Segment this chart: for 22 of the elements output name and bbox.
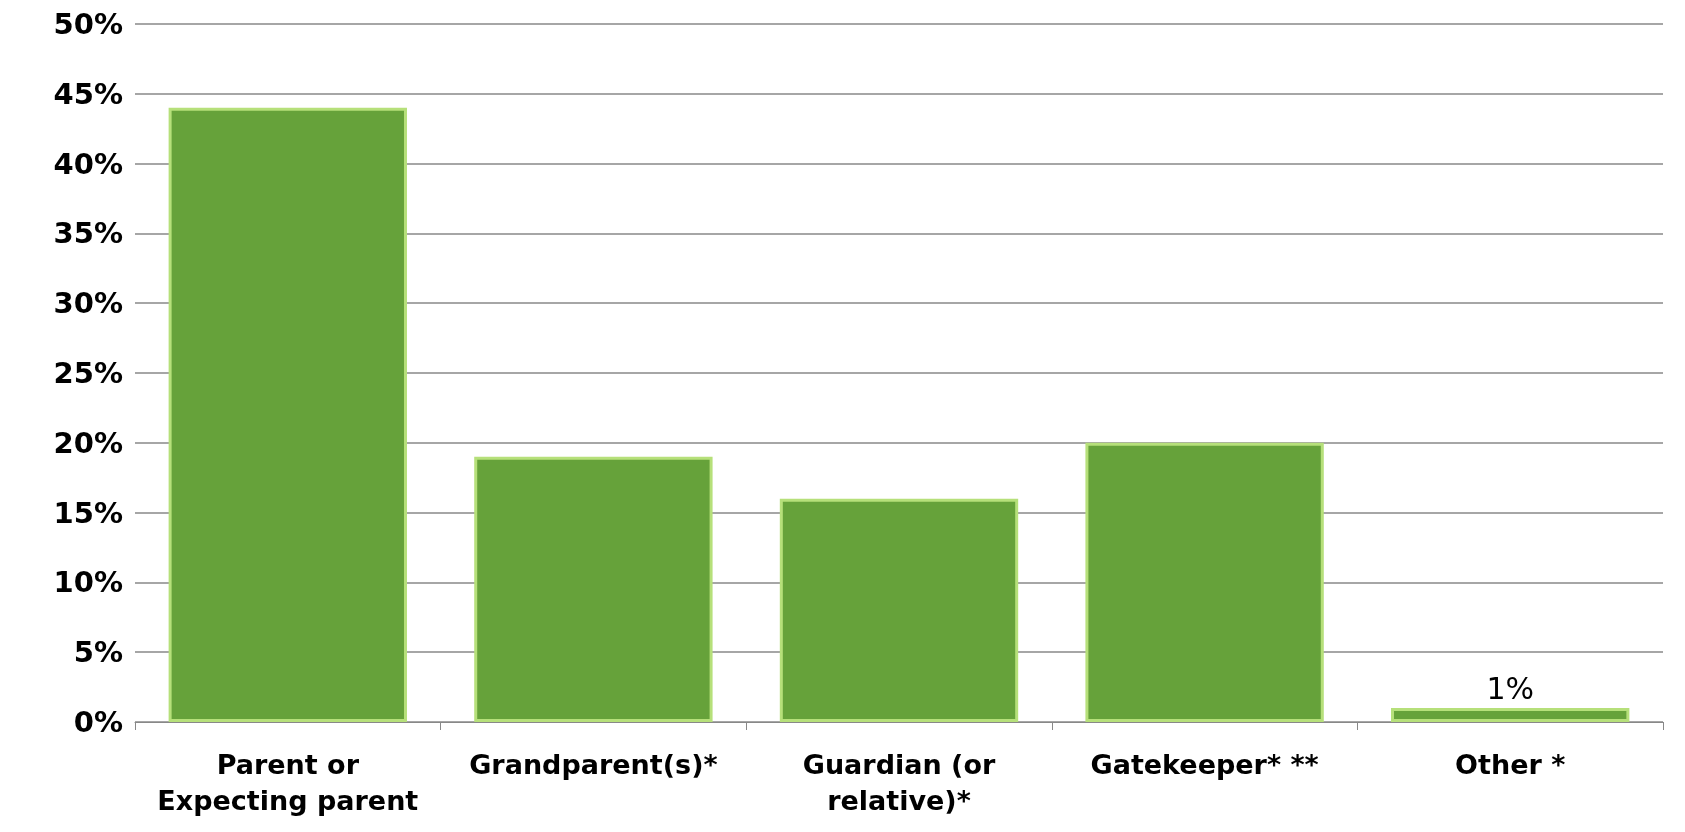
y-tick-label: 30% xyxy=(53,286,123,321)
data-label: 1% xyxy=(1486,670,1534,706)
y-tick-label: 20% xyxy=(53,425,123,460)
y-tick-label: 40% xyxy=(53,146,123,181)
y-tick-label: 10% xyxy=(53,565,123,600)
x-tick-label: Guardian (or relative)* xyxy=(802,748,996,816)
y-tick-label: 5% xyxy=(73,635,123,670)
bar xyxy=(474,456,713,722)
x-tick-label: Other * xyxy=(1455,748,1566,780)
bar xyxy=(1085,442,1324,722)
y-tick-label: 45% xyxy=(53,76,123,111)
y-tick-label: 15% xyxy=(53,495,123,530)
y-tick-label: 25% xyxy=(53,356,123,390)
bar xyxy=(779,498,1019,722)
bar xyxy=(1391,708,1630,722)
x-tick-label: Gatekeeper* ** xyxy=(1090,748,1319,780)
y-tick-label: 50% xyxy=(53,7,123,41)
y-tick-label: 0% xyxy=(73,705,123,739)
x-tick-label: Grandparent(s)* xyxy=(469,748,718,780)
x-tick-label: Parent or Expecting parent xyxy=(157,748,419,816)
y-tick-label: 35% xyxy=(53,216,123,251)
bar xyxy=(168,107,407,722)
